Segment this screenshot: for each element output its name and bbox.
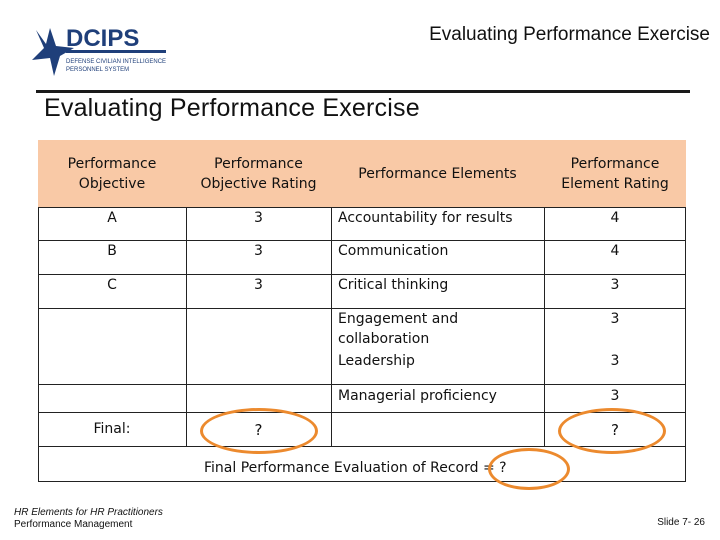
row-a-element: Accountability for results [338,210,513,226]
logo-subtext-1: DEFENSE CIVILIAN INTELLIGENCE [66,59,166,65]
element-engagement-rating: 3 [610,311,620,327]
footer-line-2: Performance Management [14,519,133,530]
grid-line [186,207,187,447]
grid-line [331,207,332,447]
grid-line [38,274,686,275]
element-leadership-rating: 3 [610,353,620,369]
grid-line [38,412,686,413]
row-b-element-rating: 4 [610,243,620,259]
highlight-oval-objective [200,408,318,454]
logo-subtext-2: PERSONNEL SYSTEM [66,67,129,73]
grid-line [38,207,39,447]
header-objective-rating: Performance Objective Rating [186,140,331,207]
element-managerial-rating: 3 [610,388,620,404]
row-c-objective-rating: 3 [254,277,263,293]
row-c-element: Critical thinking [338,277,449,293]
row-a-objective: A [107,210,117,226]
header-elements: Performance Elements [331,140,544,207]
grid-line [544,207,545,447]
logo-text: DCIPS [66,25,139,52]
slide-title: Evaluating Performance Exercise [44,94,420,122]
header-objective: Performance Objective [38,140,186,207]
footer-text: HR Elements for HR Practitioners Perform… [14,507,163,531]
row-a-element-rating: 4 [610,210,620,226]
logo-bar [66,50,166,53]
dcips-logo-graphic: DCIPS DEFENSE CIVILIAN INTELLIGENCE PERS… [32,25,166,76]
highlight-oval-record [488,448,570,490]
final-label: Final: [93,421,131,437]
grid-line [38,384,686,385]
slide-number: Slide 7- 26 [657,517,705,528]
record-box [38,446,686,482]
header-title: Evaluating Performance Exercise [429,24,710,45]
row-b-objective-rating: 3 [254,243,263,259]
row-b-objective: B [107,243,117,259]
element-leadership: Leadership [338,353,415,369]
performance-table: Performance Objective Performance Object… [38,140,686,447]
grid-line [38,207,686,208]
grid-line [38,446,686,447]
header-element-rating: Performance Element Rating [544,140,686,207]
row-c-element-rating: 3 [610,277,620,293]
title-divider [36,90,690,93]
row-b-element: Communication [338,243,449,259]
dcips-logo: DCIPS DEFENSE CIVILIAN INTELLIGENCE PERS… [30,20,180,92]
row-a-objective-rating: 3 [254,210,263,226]
final-record-text: Final Performance Evaluation of Record =… [204,460,507,476]
grid-line [685,207,686,447]
element-managerial: Managerial proficiency [338,388,497,404]
grid-line [38,308,686,309]
element-engagement: Engagement and collaboration [338,311,459,347]
grid-line [38,240,686,241]
star-emblem [32,28,74,76]
highlight-oval-element [558,408,666,454]
footer-line-1: HR Elements for HR Practitioners [14,507,163,518]
row-c-objective: C [107,277,117,293]
